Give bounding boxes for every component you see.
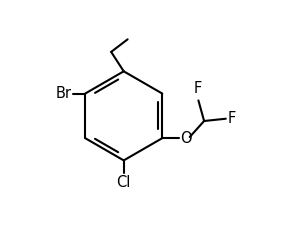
Text: O: O xyxy=(181,131,192,146)
Text: Br: Br xyxy=(56,86,71,101)
Text: F: F xyxy=(193,81,201,96)
Text: Cl: Cl xyxy=(116,175,131,190)
Text: F: F xyxy=(228,111,236,126)
